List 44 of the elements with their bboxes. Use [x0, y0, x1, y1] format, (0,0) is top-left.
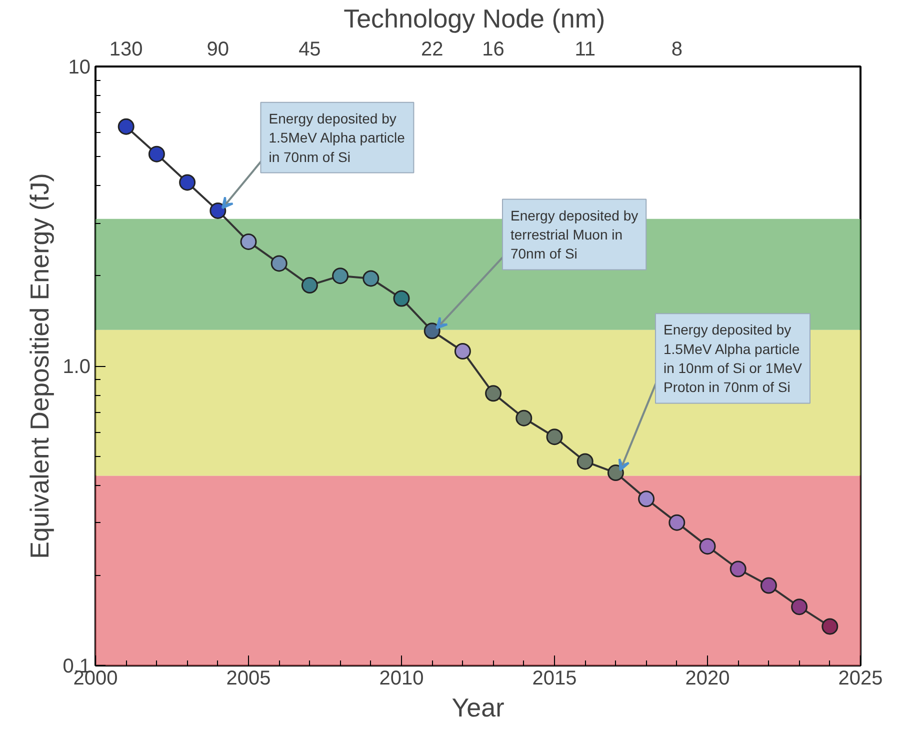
text: 130: [109, 38, 143, 60]
text: 11: [574, 38, 596, 60]
point: [822, 618, 838, 635]
annotation: Energy deposited by 1.5MeV Alpha particle in 70nm of Si: [268, 110, 406, 165]
point: [362, 270, 380, 287]
point: [576, 453, 594, 470]
x-tick-label: 2010: [379, 668, 424, 690]
x2-axis-title: Technology Node (nm): [344, 4, 606, 34]
point: [760, 577, 777, 594]
point: [148, 146, 165, 162]
annotation: Energy deposited by 1.5MeV Alpha particle in 10nm of Si or 1MeV Proton in 70nm of Si: [663, 322, 803, 396]
point: [516, 410, 532, 426]
point: [638, 490, 655, 508]
text: 8: [671, 38, 682, 60]
point: [332, 268, 349, 284]
x-axis-title: Year: [452, 692, 505, 722]
text: 16: [482, 38, 504, 60]
annotation: Energy deposited by terrestrial Muon in 70nm of Si: [510, 207, 638, 262]
point: [210, 202, 226, 219]
text: 45: [298, 38, 321, 60]
x-tick-label: 2020: [685, 668, 730, 690]
point: [118, 118, 134, 135]
point: [485, 385, 502, 402]
point: [546, 428, 563, 446]
y-axis-title: Equivalent Depositied Energy (fJ): [24, 173, 55, 559]
point: [454, 343, 471, 360]
point: [240, 233, 257, 250]
y-tick-label: 10: [68, 56, 91, 78]
point: [699, 538, 716, 555]
text: 22: [420, 38, 444, 60]
point: [424, 322, 440, 340]
point: [668, 514, 686, 531]
point: [607, 464, 624, 482]
text: 90: [206, 38, 230, 60]
x-tick-label: 2005: [226, 668, 271, 690]
point: [791, 598, 808, 616]
point: [301, 277, 318, 294]
point: [730, 560, 746, 578]
point: [270, 255, 288, 272]
x-tick-label: 2025: [838, 668, 883, 690]
point: [393, 290, 410, 307]
point: [179, 174, 196, 191]
x-tick-label: 2015: [532, 668, 577, 690]
y-tick-label: 1.0: [62, 356, 91, 378]
